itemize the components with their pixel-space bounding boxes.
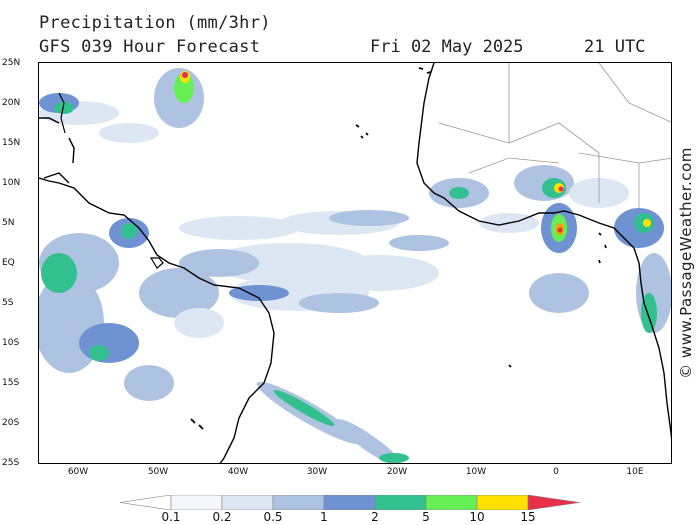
forecast-time: 21 UTC bbox=[584, 37, 646, 57]
lat-label-20n: 20N bbox=[2, 98, 21, 108]
lat-label-15n: 15N bbox=[2, 138, 21, 148]
legend-colorbar bbox=[120, 495, 580, 510]
legend-label-1: 1 bbox=[320, 510, 328, 524]
legend-label-15: 15 bbox=[520, 510, 536, 524]
map-canvas bbox=[39, 63, 671, 463]
legend-label-2: 2 bbox=[371, 510, 379, 524]
lon-label-30w: 30W bbox=[306, 467, 328, 477]
forecast-date: Fri 02 May 2025 bbox=[370, 37, 524, 57]
lon-label-0: 0 bbox=[553, 467, 559, 477]
legend-swatch-7 bbox=[476, 495, 529, 510]
chart-title: Precipitation (mm/3hr) bbox=[39, 13, 271, 33]
lat-label-15s: 15S bbox=[2, 378, 20, 388]
lat-label-10s: 10S bbox=[2, 338, 20, 348]
lat-label-eq: EQ bbox=[2, 258, 15, 268]
legend-label-10: 10 bbox=[469, 510, 485, 524]
watermark-text: © www.PassageWeather.com bbox=[677, 147, 695, 379]
lon-label-10e: 10E bbox=[626, 467, 644, 477]
lat-label-20s: 20S bbox=[2, 418, 20, 428]
chart-subtitle: GFS 039 Hour Forecast bbox=[39, 37, 261, 57]
legend-swatch-5 bbox=[374, 495, 427, 510]
legend-swatch-4 bbox=[323, 495, 376, 510]
lat-label-5s: 5S bbox=[2, 298, 14, 308]
lat-label-25s: 25S bbox=[2, 458, 20, 468]
lon-label-20w: 20W bbox=[386, 467, 408, 477]
legend-label-0.5: 0.5 bbox=[263, 510, 283, 524]
coastlines bbox=[39, 63, 671, 463]
lon-label-40w: 40W bbox=[227, 467, 249, 477]
legend-swatch-9 bbox=[527, 495, 580, 510]
legend-swatch-0 bbox=[120, 495, 172, 510]
legend-label-5: 5 bbox=[422, 510, 430, 524]
legend-label-0.2: 0.2 bbox=[212, 510, 232, 524]
legend-swatch-1 bbox=[170, 495, 223, 510]
lon-label-10w: 10W bbox=[465, 467, 487, 477]
country-borders bbox=[438, 63, 671, 208]
precipitation-map bbox=[38, 62, 672, 464]
lat-label-5n: 5N bbox=[2, 218, 15, 228]
legend-swatch-6 bbox=[425, 495, 478, 510]
watermark: © www.PassageWeather.com bbox=[674, 62, 698, 464]
legend-swatch-3 bbox=[272, 495, 325, 510]
lon-label-50w: 50W bbox=[147, 467, 169, 477]
lon-label-60w: 60W bbox=[67, 467, 89, 477]
precip-layer bbox=[39, 68, 671, 463]
lat-label-10n: 10N bbox=[2, 178, 21, 188]
lat-label-25n: 25N bbox=[2, 58, 21, 68]
legend-swatch-2 bbox=[221, 495, 274, 510]
legend-label-0.1: 0.1 bbox=[161, 510, 181, 524]
